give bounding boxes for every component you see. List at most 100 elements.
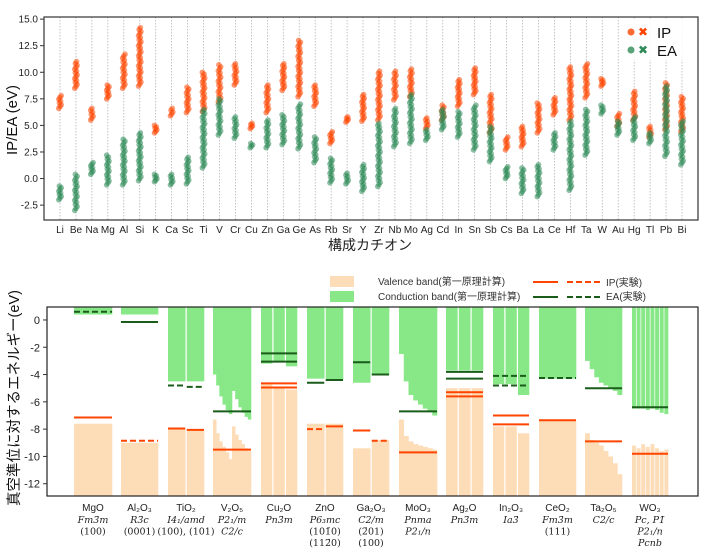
legend-ea-label: EA(実験) <box>606 290 646 303</box>
material-4 <box>261 307 298 496</box>
legend-ip-label: IP(実験) <box>606 276 642 289</box>
valence-band-bar <box>235 434 239 496</box>
y-tick-label: 10.0 <box>19 68 39 79</box>
material-formula: Ag₂O <box>453 503 477 514</box>
conduction-band-bar <box>598 307 604 383</box>
ip-point <box>616 110 623 117</box>
ea-point <box>614 118 621 124</box>
x-tick-label: Be <box>70 225 83 236</box>
ea-point <box>647 130 653 136</box>
ip-point <box>122 51 128 57</box>
material-2 <box>168 307 205 496</box>
valence-band-bar <box>222 446 226 496</box>
x-tick-label: Y <box>360 225 367 236</box>
ip-point <box>73 58 80 65</box>
x-tick-label: Cd <box>436 225 449 236</box>
valence-band-bar <box>617 474 623 496</box>
conduction-band-bar <box>261 307 273 364</box>
ea-point <box>473 102 479 109</box>
material-formula: Ga₂O₃ <box>356 503 385 514</box>
top-legend: ✖ IP ✖ EA <box>622 20 690 60</box>
legend-ip-label: IP <box>657 25 671 42</box>
ip-point <box>534 100 541 106</box>
x-tick-label: Nb <box>389 225 402 236</box>
y-tick-label: -2 <box>30 342 40 354</box>
valence-band-bar <box>664 449 669 496</box>
material-structure-label: (100) <box>80 527 106 538</box>
valence-band-bar <box>241 444 245 496</box>
x-tick-label: Hf <box>565 225 575 236</box>
conduction-band-bar <box>235 307 239 400</box>
valence-band-bar <box>603 450 609 496</box>
conduction-band-bar <box>539 307 577 379</box>
ip-point <box>647 123 653 130</box>
x-tick-label: As <box>309 225 321 236</box>
top-x-axis-label: 構成カチオン <box>328 237 412 253</box>
valence-band-bar <box>427 448 433 496</box>
x-tick-label: Hg <box>628 225 641 236</box>
conduction-band-bar <box>594 307 600 378</box>
ip-ea-scatter-chart: Li Be Na Mg Al Si K Ca Sc Ti V Cr Cu Zn Ga Ge As Rb Sr Y Zr N… <box>19 15 699 236</box>
x-tick-label: Al <box>119 225 128 236</box>
valence-band-bar <box>598 445 604 496</box>
valence-band-bar <box>286 389 298 496</box>
conduction-band-bar <box>286 307 298 367</box>
ea-point <box>344 170 350 177</box>
conduction-band-bar <box>446 307 458 371</box>
ea-point <box>535 161 542 168</box>
ea-point <box>327 155 334 162</box>
conduction-band-bar <box>632 307 636 409</box>
x-tick-label: Zr <box>374 225 384 236</box>
x-tick-label: V <box>216 225 223 236</box>
valence-band-bar <box>612 463 618 496</box>
conduction-band-bar <box>645 307 650 411</box>
valence-band-bar <box>650 444 655 496</box>
ip-point <box>104 82 111 88</box>
ea-point <box>408 91 415 98</box>
ip-point <box>312 82 318 88</box>
ip-point <box>631 88 638 95</box>
ea-point <box>279 111 285 118</box>
valence-band-bar <box>539 420 577 496</box>
valence-band-bar <box>307 423 325 496</box>
ip-point <box>439 102 445 109</box>
ip-point <box>678 93 685 100</box>
material-formula: MoO₃ <box>405 503 431 514</box>
ip-point <box>295 37 302 44</box>
valence-band-bar <box>225 452 230 496</box>
material-1 <box>121 307 159 496</box>
conduction-band-bar <box>403 307 409 382</box>
valence-band-bar <box>399 419 405 496</box>
legend-conduction-label: Conduction band(第一原理計算) <box>378 290 520 303</box>
conduction-band-bar <box>650 307 655 409</box>
x-tick-label: Sc <box>182 225 194 236</box>
ea-point <box>360 161 367 168</box>
material-structure-label: I4₁/amd <box>166 515 205 526</box>
valence-band-bar <box>403 435 409 496</box>
material-structure-label: P2₁/n <box>404 527 431 538</box>
conduction-band-bar <box>325 307 344 381</box>
x-tick-label: Ta <box>581 225 592 236</box>
conduction-band-bar <box>617 307 623 396</box>
conduction-band-bar <box>422 307 428 409</box>
ip-point <box>488 91 495 98</box>
ea-point <box>632 114 639 120</box>
x-tick-label: Si <box>135 225 144 236</box>
valence-band-bar <box>659 450 664 496</box>
valence-band-bar <box>232 426 236 496</box>
y-tick-label: 15.0 <box>19 15 39 26</box>
material-structure-label: P2₁/m <box>217 515 246 526</box>
valence-band-bar <box>213 419 217 496</box>
material-structure-label: Pcnb <box>637 538 662 549</box>
material-formula: CeO₂ <box>545 503 570 514</box>
y-tick-label: -4 <box>30 370 40 382</box>
ip-point <box>392 68 399 75</box>
x-tick-label: Ag <box>421 225 433 236</box>
material-structure-label: C2/m <box>358 515 384 526</box>
ip-point <box>281 60 287 67</box>
plot-frame <box>43 16 699 221</box>
ip-point <box>89 105 95 112</box>
material-formula: In₂O₃ <box>499 503 523 514</box>
ip-circle-marker-icon <box>627 28 635 36</box>
